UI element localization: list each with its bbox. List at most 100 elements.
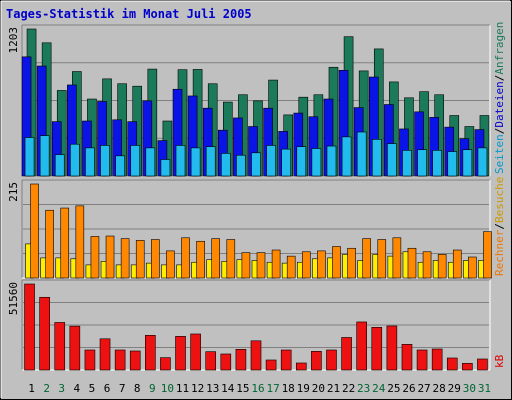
day-label-11: 11 <box>176 382 189 395</box>
bar-seiten-day-23 <box>356 131 367 177</box>
bar-rechner-day-14 <box>226 239 236 279</box>
day-label-14: 14 <box>221 382 235 395</box>
bar-rechner-day-13 <box>211 238 221 279</box>
bar-rechner-day-19 <box>301 251 311 279</box>
bar-kb-day-28 <box>431 348 443 371</box>
day-label-20: 20 <box>312 382 325 395</box>
bar-rechner-day-3 <box>60 207 70 279</box>
y-max-label: 51560 <box>7 282 20 315</box>
bar-rechner-day-9 <box>151 239 160 279</box>
day-label-10: 10 <box>161 382 174 395</box>
day-label-16: 16 <box>251 382 264 395</box>
legend-rechner: Rechner <box>493 229 506 276</box>
day-label-17: 17 <box>266 382 279 395</box>
legend-besuche: Besuche <box>493 177 506 223</box>
bar-kb-day-25 <box>386 325 398 371</box>
bar-kb-day-10 <box>160 357 171 371</box>
bar-rechner-day-25 <box>392 237 402 279</box>
bar-seiten-day-9 <box>145 147 156 177</box>
day-label-6: 6 <box>104 382 111 395</box>
bar-rechner-day-18 <box>286 255 296 279</box>
day-label-27: 27 <box>417 382 430 395</box>
bar-rechner-day-15 <box>241 252 251 279</box>
day-label-24: 24 <box>372 382 386 395</box>
side-legend-text: Rechner/Besuche <box>493 177 506 276</box>
bar-kb-day-24 <box>371 327 383 371</box>
bar-rechner-day-26 <box>407 247 417 279</box>
bar-seiten-day-12 <box>190 147 201 177</box>
bar-rechner-day-4 <box>75 205 85 279</box>
bar-kb-day-22 <box>341 337 352 371</box>
bar-rechner-day-22 <box>347 247 356 279</box>
bar-seiten-day-25 <box>387 143 397 177</box>
bar-seiten-day-15 <box>236 154 246 177</box>
bar-seiten-day-3 <box>54 154 65 177</box>
bar-seiten-day-2 <box>39 135 50 177</box>
bar-kb-day-14 <box>220 353 232 371</box>
day-label-5: 5 <box>89 382 96 395</box>
bar-rechner-day-28 <box>437 254 447 279</box>
bar-seiten-day-21 <box>326 145 337 177</box>
bar-kb-day-7 <box>114 349 126 371</box>
legend-anfragen: Anfragen <box>493 22 506 75</box>
bar-rechner-day-1 <box>30 183 39 279</box>
panel-visits: 215 Rechner/Besuche <box>7 177 506 279</box>
bar-rechner-day-30 <box>468 256 477 279</box>
bar-kb-day-12 <box>190 333 201 371</box>
chart-panels: 1203Seiten/Dateien/Anfragen215Rechner/Be… <box>7 22 506 371</box>
bar-seiten-day-11 <box>175 145 186 177</box>
bar-kb-day-8 <box>129 350 141 371</box>
bar-seiten-day-6 <box>100 145 110 177</box>
bar-seiten-day-20 <box>311 148 322 177</box>
bar-kb-day-27 <box>416 349 428 371</box>
side-legend-visits: Rechner/Besuche <box>493 177 506 276</box>
day-axis: 1 2 3 4 5 6 7 8 9 10 11 12 13 14 15 16 17 18 19 20 21 22 23 24 2… <box>28 382 491 395</box>
day-label-3: 3 <box>58 382 65 395</box>
bar-rechner-day-8 <box>135 240 145 279</box>
bar-seiten-day-16 <box>251 152 261 177</box>
bar-rechner-day-24 <box>377 239 387 279</box>
bar-seiten-day-18 <box>281 148 291 177</box>
bar-rechner-day-17 <box>271 249 281 279</box>
bar-kb-day-2 <box>39 296 50 371</box>
bar-kb-day-21 <box>326 349 337 371</box>
bar-seiten-day-5 <box>85 147 95 177</box>
side-legend-text: kB <box>493 354 506 368</box>
bar-kb-day-23 <box>356 321 367 371</box>
legend-seiten: Seiten <box>493 134 506 174</box>
bar-kb-day-16 <box>250 340 262 371</box>
bar-seiten-day-27 <box>417 149 427 177</box>
day-label-19: 19 <box>297 382 310 395</box>
bar-rechner-day-16 <box>256 252 266 279</box>
day-label-12: 12 <box>191 382 204 395</box>
day-label-26: 26 <box>402 382 415 395</box>
legend-separator: / <box>493 128 506 135</box>
bar-kb-day-30 <box>462 363 473 371</box>
day-label-8: 8 <box>134 382 141 395</box>
bar-kb-day-6 <box>99 338 111 371</box>
bar-kb-day-18 <box>280 349 292 371</box>
bar-seiten-day-22 <box>341 136 352 177</box>
day-label-9: 9 <box>149 382 156 395</box>
day-label-29: 29 <box>448 382 461 395</box>
legend-kb: kB <box>493 354 506 368</box>
day-label-30: 30 <box>463 382 476 395</box>
day-label-13: 13 <box>206 382 219 395</box>
bar-seiten-day-17 <box>266 145 276 177</box>
bar-seiten-day-1 <box>24 137 35 177</box>
legend-dateien: Dateien <box>493 81 506 127</box>
bar-seiten-day-19 <box>296 146 307 177</box>
bar-kb-day-17 <box>265 359 277 371</box>
bar-rechner-day-12 <box>196 240 205 279</box>
bar-kb-day-31 <box>477 358 488 371</box>
day-label-23: 23 <box>357 382 370 395</box>
bar-seiten-day-31 <box>477 147 488 177</box>
bar-rechner-day-31 <box>483 231 492 279</box>
legend-separator: / <box>493 75 506 82</box>
day-label-18: 18 <box>282 382 295 395</box>
day-label-2: 2 <box>43 382 50 395</box>
day-label-4: 4 <box>74 382 81 395</box>
panel-kbytes: 51560 kB <box>7 279 506 371</box>
